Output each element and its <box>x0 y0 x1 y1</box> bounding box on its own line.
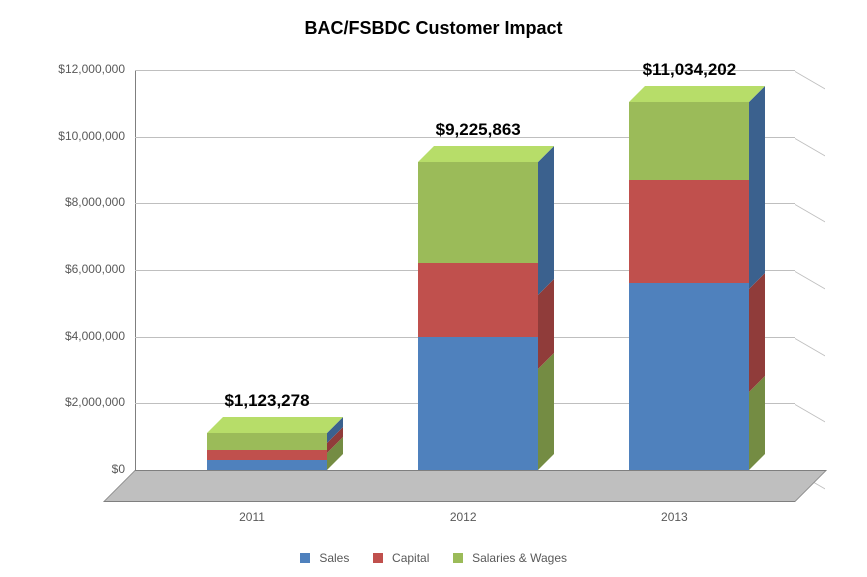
data-label-2011: $1,123,278 <box>177 391 357 411</box>
y-tick-label: $0 <box>0 462 125 476</box>
bar-segment-salaries-wages <box>629 102 749 180</box>
y-tick-label: $12,000,000 <box>0 62 125 76</box>
y-tick-label: $4,000,000 <box>0 329 125 343</box>
y-tick-label: $6,000,000 <box>0 262 125 276</box>
side-wall <box>795 70 825 487</box>
legend-label-salaries: Salaries & Wages <box>472 551 567 565</box>
legend-item-capital: Capital <box>373 550 430 565</box>
legend-label-capital: Capital <box>392 551 429 565</box>
legend-label-sales: Sales <box>319 551 349 565</box>
bar-segment-capital <box>418 263 538 336</box>
bar-segment-salaries-wages <box>207 433 327 450</box>
bar-2013 <box>629 102 749 470</box>
legend-swatch-capital <box>373 553 383 563</box>
chart-title: BAC/FSBDC Customer Impact <box>0 18 867 39</box>
chart-floor <box>103 470 827 502</box>
bar-segment-salaries-wages <box>418 162 538 263</box>
x-tick-label-2013: 2013 <box>614 510 734 524</box>
bar-segment-capital <box>629 180 749 283</box>
legend: Sales Capital Salaries & Wages <box>0 550 867 565</box>
legend-item-salaries: Salaries & Wages <box>453 550 567 565</box>
bar-segment-sales <box>629 283 749 470</box>
data-label-2013: $11,034,202 <box>599 60 779 80</box>
data-label-2012: $9,225,863 <box>388 120 568 140</box>
chart-container: BAC/FSBDC Customer Impact $0 $2,000,000 $4… <box>0 0 867 577</box>
legend-item-sales: Sales <box>300 550 349 565</box>
legend-swatch-sales <box>300 553 310 563</box>
bar-segment-sales <box>418 337 538 470</box>
y-tick-label: $8,000,000 <box>0 195 125 209</box>
legend-swatch-salaries <box>453 553 463 563</box>
plot-area: $1,123,278$9,225,863$11,034,202 <box>135 70 825 500</box>
bar-segment-sales <box>207 460 327 470</box>
y-tick-label: $2,000,000 <box>0 395 125 409</box>
y-tick-label: $10,000,000 <box>0 129 125 143</box>
bar-2012 <box>418 162 538 470</box>
x-tick-label-2011: 2011 <box>192 510 312 524</box>
bar-2011 <box>207 433 327 470</box>
bar-segment-capital <box>207 450 327 460</box>
x-tick-label-2012: 2012 <box>403 510 523 524</box>
